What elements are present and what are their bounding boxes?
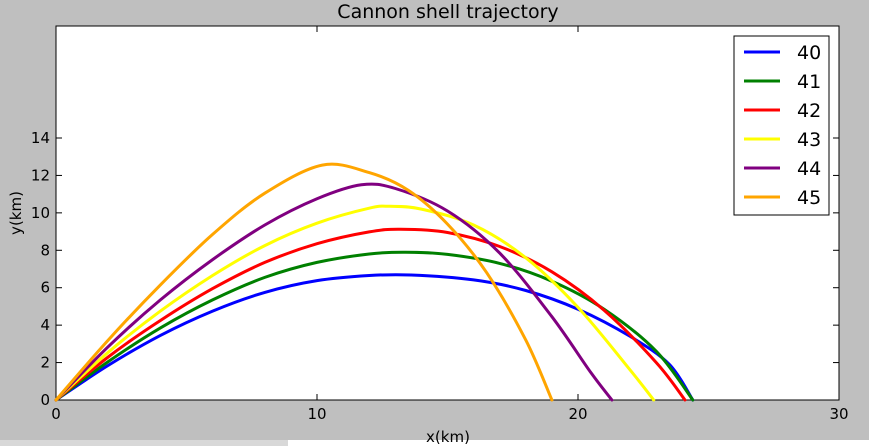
x-axis-ticks: 0 10 20 30 xyxy=(51,26,849,423)
x-tick-label: 0 xyxy=(51,405,61,423)
x-tick-label: 30 xyxy=(829,405,848,423)
legend-label-42: 42 xyxy=(797,100,821,122)
x-axis-label: x(km) xyxy=(426,428,470,446)
y-tick-label: 4 xyxy=(40,316,50,334)
y-tick-label: 6 xyxy=(40,279,50,297)
legend-label-41: 41 xyxy=(797,71,821,93)
series-line-43 xyxy=(54,204,656,402)
x-tick-label: 20 xyxy=(568,405,587,423)
y-axis-label: y(km) xyxy=(7,191,25,235)
legend-label-44: 44 xyxy=(797,158,821,180)
y-tick-label: 2 xyxy=(40,354,50,372)
series-line-44 xyxy=(54,182,614,402)
figure-bottom-strip-left xyxy=(0,440,288,446)
y-tick-label: 10 xyxy=(31,204,50,222)
y-tick-label: 0 xyxy=(40,391,50,409)
series-line-45 xyxy=(54,162,554,402)
x-tick-label: 10 xyxy=(307,405,326,423)
series-line-40 xyxy=(54,273,695,402)
series-line-42 xyxy=(54,227,687,402)
y-tick-label: 12 xyxy=(31,166,50,184)
legend-label-45: 45 xyxy=(797,187,821,209)
legend-label-40: 40 xyxy=(797,42,821,64)
y-tick-label: 8 xyxy=(40,241,50,259)
series-lines xyxy=(54,162,695,402)
y-tick-label: 14 xyxy=(31,129,50,147)
legend-label-43: 43 xyxy=(797,129,821,151)
plot-area xyxy=(55,25,840,401)
legend: 40 41 42 43 44 45 xyxy=(733,35,830,216)
figure-bottom-strip xyxy=(288,440,869,446)
y-axis-ticks: 0 2 4 6 8 10 12 14 xyxy=(31,129,839,409)
legend-box xyxy=(733,35,830,216)
chart-title: Cannon shell trajectory xyxy=(337,1,558,23)
